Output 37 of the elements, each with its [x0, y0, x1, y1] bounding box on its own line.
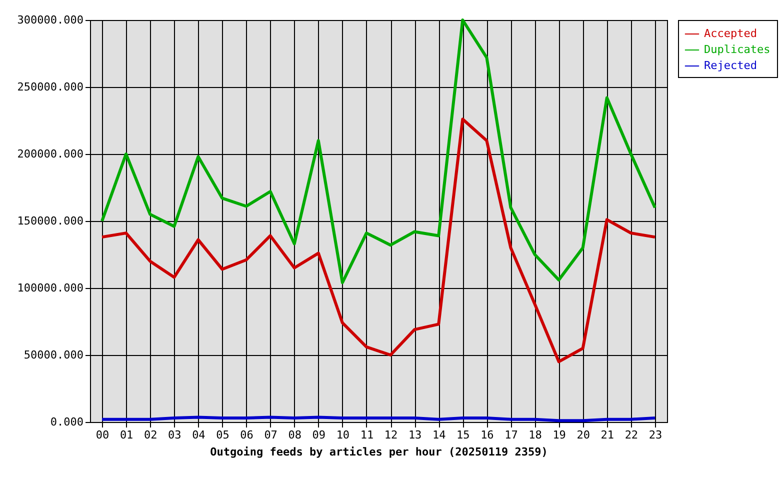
x-tick-label: 23: [648, 428, 662, 442]
x-tick-label: 02: [144, 428, 158, 442]
y-tick-label: 50000.000: [24, 348, 84, 362]
legend-label: Rejected: [704, 59, 757, 72]
legend-label: Duplicates: [704, 43, 770, 56]
x-tick-label: 09: [312, 428, 326, 442]
y-tick-label: 300000.000: [17, 14, 84, 26]
x-tick-label: 00: [96, 428, 110, 442]
line-series: [100, 18, 656, 284]
x-tick-label: 07: [264, 428, 278, 442]
y-tick-label: 0.000: [50, 416, 84, 428]
x-tick-label: 11: [360, 428, 374, 442]
x-tick-label: 01: [120, 428, 134, 442]
x-tick-label: 12: [384, 428, 398, 442]
x-tick-label: 08: [288, 428, 302, 442]
y-tick-label: 100000.000: [17, 282, 84, 294]
x-tick-label: 03: [168, 428, 182, 442]
x-tick-label: 19: [552, 428, 566, 442]
x-tick-label: 05: [216, 428, 230, 442]
x-tick-label: 15: [456, 428, 470, 442]
x-tick-label: 18: [528, 428, 542, 442]
x-tick-label: 22: [624, 428, 638, 442]
x-tick-label: 06: [240, 428, 254, 442]
x-tick-label: 04: [192, 428, 206, 442]
x-tick-label: 17: [504, 428, 518, 442]
y-tick-label: 150000.000: [17, 214, 84, 228]
y-tick-label: 200000.000: [17, 148, 84, 160]
x-tick-label: 16: [480, 428, 494, 442]
x-tick-label: 21: [600, 428, 614, 442]
x-tick-label: 14: [432, 428, 446, 442]
legend-label: Accepted: [704, 27, 757, 40]
x-tick-label: 13: [408, 428, 422, 442]
x-tick-label: 20: [576, 428, 590, 442]
line-series: [100, 118, 656, 364]
y-tick-label: 250000.000: [17, 80, 84, 94]
x-axis-title: Outgoing feeds by articles per hour (20250119 2359): [210, 446, 548, 458]
x-tick-label: 10: [336, 428, 350, 442]
